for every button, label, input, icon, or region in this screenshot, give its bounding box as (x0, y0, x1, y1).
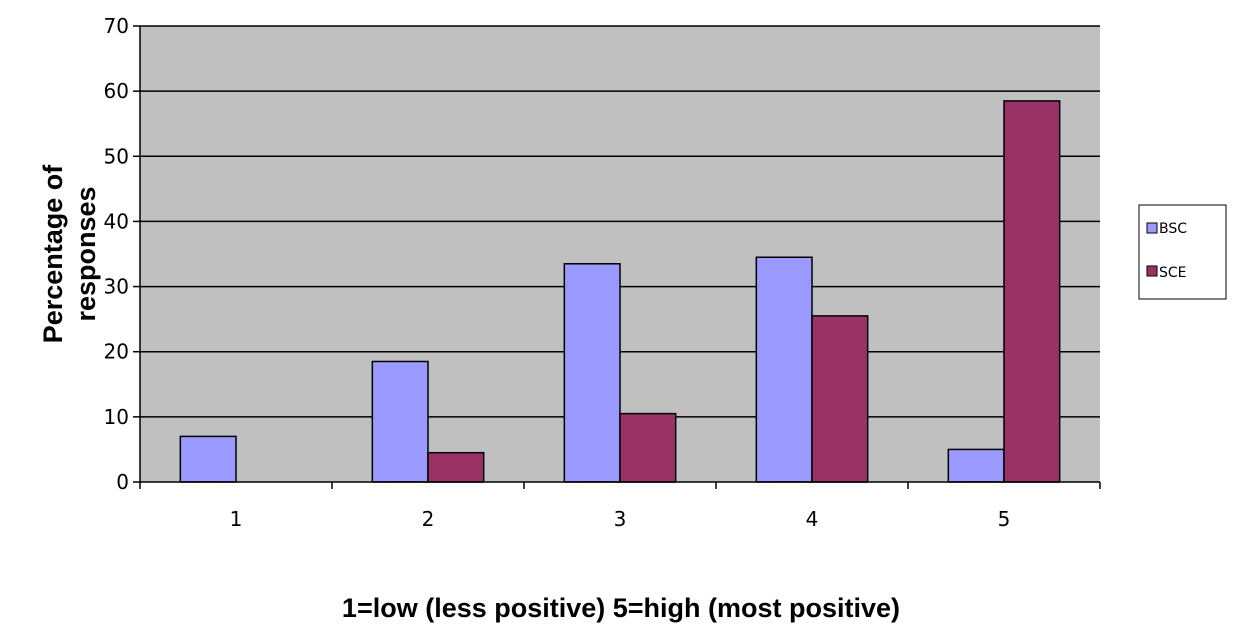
legend: BSC SCE (1138, 204, 1227, 300)
y-tick-label: 10 (104, 405, 129, 429)
y-axis-title-line2: responses (71, 186, 101, 321)
legend-label-bsc: BSC (1159, 221, 1187, 237)
bar-sce (811, 315, 869, 483)
axes (133, 25, 1101, 489)
legend-box (1138, 204, 1227, 300)
bar-sce (619, 412, 677, 483)
x-tick-label: 1 (230, 507, 243, 531)
x-tick-label: 2 (422, 507, 435, 531)
bar-bsc (755, 256, 813, 483)
bar-sce (427, 451, 485, 483)
bar-sce (1003, 100, 1061, 483)
x-axis-title: 1=low (less positive) 5=high (most posit… (342, 593, 900, 623)
legend-label-sce: SCE (1159, 265, 1187, 281)
x-tick-labels: 1 2 3 4 5 (230, 507, 1011, 531)
y-tick-labels: 0 10 20 30 40 50 60 70 (104, 14, 129, 494)
y-tick-label: 50 (104, 144, 129, 168)
legend-swatch-sce (1146, 265, 1158, 277)
y-tick-label: 40 (104, 209, 129, 233)
y-tick-label: 30 (104, 275, 129, 299)
y-tick-label: 20 (104, 340, 129, 364)
x-tick-label: 4 (806, 507, 819, 531)
bar-bsc (179, 435, 237, 483)
y-tick-label: 70 (104, 14, 129, 38)
y-tick-label: 60 (104, 79, 129, 103)
bar-bsc (563, 263, 621, 483)
x-tick-label: 3 (614, 507, 627, 531)
x-tick-label: 5 (998, 507, 1011, 531)
legend-swatch-bsc (1146, 222, 1158, 234)
bar-bsc (947, 448, 1005, 483)
bar-bsc (371, 360, 429, 483)
y-axis-title-line1: Percentage of (38, 164, 68, 344)
y-tick-label: 0 (116, 470, 129, 494)
